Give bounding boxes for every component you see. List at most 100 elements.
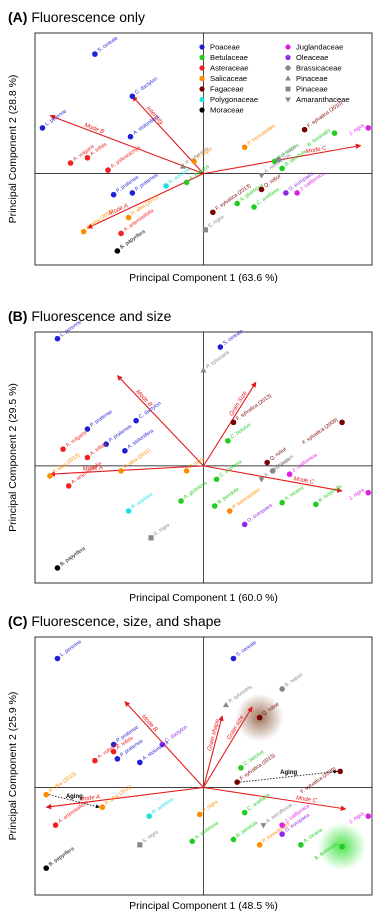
loading-arrow-mode-c — [203, 143, 362, 175]
point-label-p-nigra: P. nigra — [201, 799, 219, 814]
point-b-papyrifera — [54, 565, 61, 571]
point-b-fontinalis — [331, 130, 338, 136]
legend-label: Oleaceae — [296, 53, 329, 62]
point-c-avellana — [251, 204, 257, 210]
loading-label-mode-b: Mode B — [140, 714, 158, 733]
legend-label: Pinaceae — [296, 74, 328, 83]
legend-marker — [285, 75, 291, 81]
point-j-californica — [294, 190, 300, 196]
point-f-sylvatica-2009 — [337, 768, 343, 775]
point-f-sylvatica-2013 — [230, 419, 237, 426]
point-s-cereale — [92, 51, 98, 57]
point-label-p-sylvestris: P. sylvestris — [185, 146, 211, 167]
point-label-o-europaea: O. europaea — [246, 503, 273, 525]
point-label-b-napus: B. napus — [284, 672, 305, 689]
legend-label: Moraceae — [210, 106, 244, 115]
point-a-trifida — [110, 748, 117, 755]
loading-arrow-mode-c — [203, 465, 343, 493]
legend-entry-brassicaceae-9: Brassicaceae — [285, 64, 342, 73]
loading-label-mode-c: Mode C — [296, 795, 318, 804]
point-b-napus — [275, 156, 282, 163]
panel-b: (B) Fluorescence and size Principal Compo… — [7, 308, 373, 604]
point-b-fontinalis — [339, 843, 345, 850]
legend-marker — [199, 86, 205, 92]
panel-title: (A) Fluorescence only — [8, 9, 145, 25]
legend-marker — [285, 86, 291, 92]
point-label-b-fontinalis: B. fontinalis — [318, 483, 344, 504]
point-label-q-robur: Q. robur — [263, 173, 282, 189]
y-axis-label: Principal Component 2 (29.5 %) — [7, 383, 19, 532]
point-r-acetosa — [125, 508, 132, 514]
point-o-europaea — [283, 190, 289, 196]
point-c-avellana — [213, 476, 220, 483]
point-a-betulus — [183, 179, 190, 186]
point-j-californica — [286, 471, 293, 478]
point-c-avellana — [241, 809, 248, 816]
point-a-incana — [279, 499, 285, 506]
point-label-a-stolonifera: A. stolonifera — [142, 740, 170, 762]
loading-label-mode-a: Mode A — [79, 794, 100, 802]
legend-label: Pinaceae — [296, 85, 328, 94]
point-a-glutinosa — [178, 498, 184, 504]
point-p-nigra — [196, 811, 203, 818]
legend-label: Fagaceae — [210, 85, 244, 94]
panel-title: (C) Fluorescence, size, and shape — [8, 613, 221, 629]
point-f-sylvatica-2013 — [234, 779, 240, 785]
panel-a: (A) Fluorescence only Principal Component… — [7, 9, 373, 284]
legend-entry-polygonaceae-5: Polygonaceae — [199, 95, 258, 104]
point-label-j-californica: J. californica — [291, 452, 318, 474]
panels-group: (A) Fluorescence only Principal Component… — [7, 9, 373, 912]
point-label-l-perenne: L. perenne — [44, 108, 68, 127]
legend-marker — [285, 97, 291, 103]
point-label-s-nigra: S. nigra — [207, 214, 225, 229]
point-label-s-cereale: S. cereale — [97, 35, 120, 53]
point-label-a-trifida: A. trifida — [89, 441, 108, 457]
loading-arrow-grain-size — [203, 381, 257, 467]
point-a-incana — [298, 842, 304, 848]
point-label-p-alba-2013: P. alba (2013) — [85, 208, 115, 231]
point-label-c-dactylon: C. dactylon — [134, 76, 159, 96]
point-j-nigra — [365, 813, 372, 819]
point-a-glutinosa — [234, 200, 240, 207]
point-s-nigra — [137, 842, 143, 848]
point-label-r-acetosa: R. acetosa — [151, 797, 175, 816]
point-a-retroflexus — [258, 477, 265, 483]
x-axis-label: Principal Component 1 (48.5 %) — [129, 900, 278, 912]
point-p-tremuloides — [241, 144, 248, 151]
point-p-tremuloides — [256, 842, 263, 848]
point-s-cereale — [217, 344, 224, 350]
point-label-a-vulgaris: A. vulgaris — [65, 430, 89, 449]
point-b-pendula — [279, 165, 285, 172]
loading-label-mode-b: Mode B — [83, 123, 104, 136]
loading-arrow-grain-shape — [202, 715, 224, 788]
legend-label: Betulaceae — [210, 53, 248, 62]
point-o-europaea — [279, 831, 285, 837]
point-a-vulgaris — [92, 757, 98, 764]
point-j-nigra — [365, 489, 372, 496]
point-a-psilostachya — [105, 167, 111, 173]
panel-title: (B) Fluorescence and size — [8, 308, 172, 324]
point-label-c-dactylon: C. dactylon — [164, 724, 189, 744]
panel-c: (C) Fluorescence, size, and shape Princip… — [7, 613, 373, 912]
legend-entry-salicaceae-3: Salicaceae — [199, 74, 247, 83]
loading-arrow-mode-c — [203, 786, 347, 811]
legend-marker — [285, 54, 291, 61]
legend-marker — [199, 107, 205, 113]
point-label-p-sylvestris: P. sylvestris — [205, 349, 231, 370]
legend-label: Amaranthaceae — [296, 95, 350, 104]
loading-label-grain-shape: Grain shape — [207, 718, 221, 752]
point-l-perenne — [54, 655, 61, 662]
y-axis-label: Principal Component 2 (25.9 %) — [7, 692, 19, 841]
legend-marker — [199, 65, 205, 71]
point-p-pratense — [84, 426, 91, 432]
point-q-robur — [264, 459, 270, 466]
point-label-s-nigra: S. nigra — [153, 522, 171, 537]
point-a-artemisiifolia — [52, 822, 59, 828]
point-label-p-alba-2013: P. alba (2013) — [48, 771, 78, 794]
point-b-papyrifera — [114, 248, 121, 254]
point-b-pendula — [230, 836, 237, 843]
point-label-l-perenne: L. perenne — [59, 639, 83, 658]
point-c-dactylon — [159, 741, 166, 748]
point-l-perenne — [54, 335, 61, 342]
